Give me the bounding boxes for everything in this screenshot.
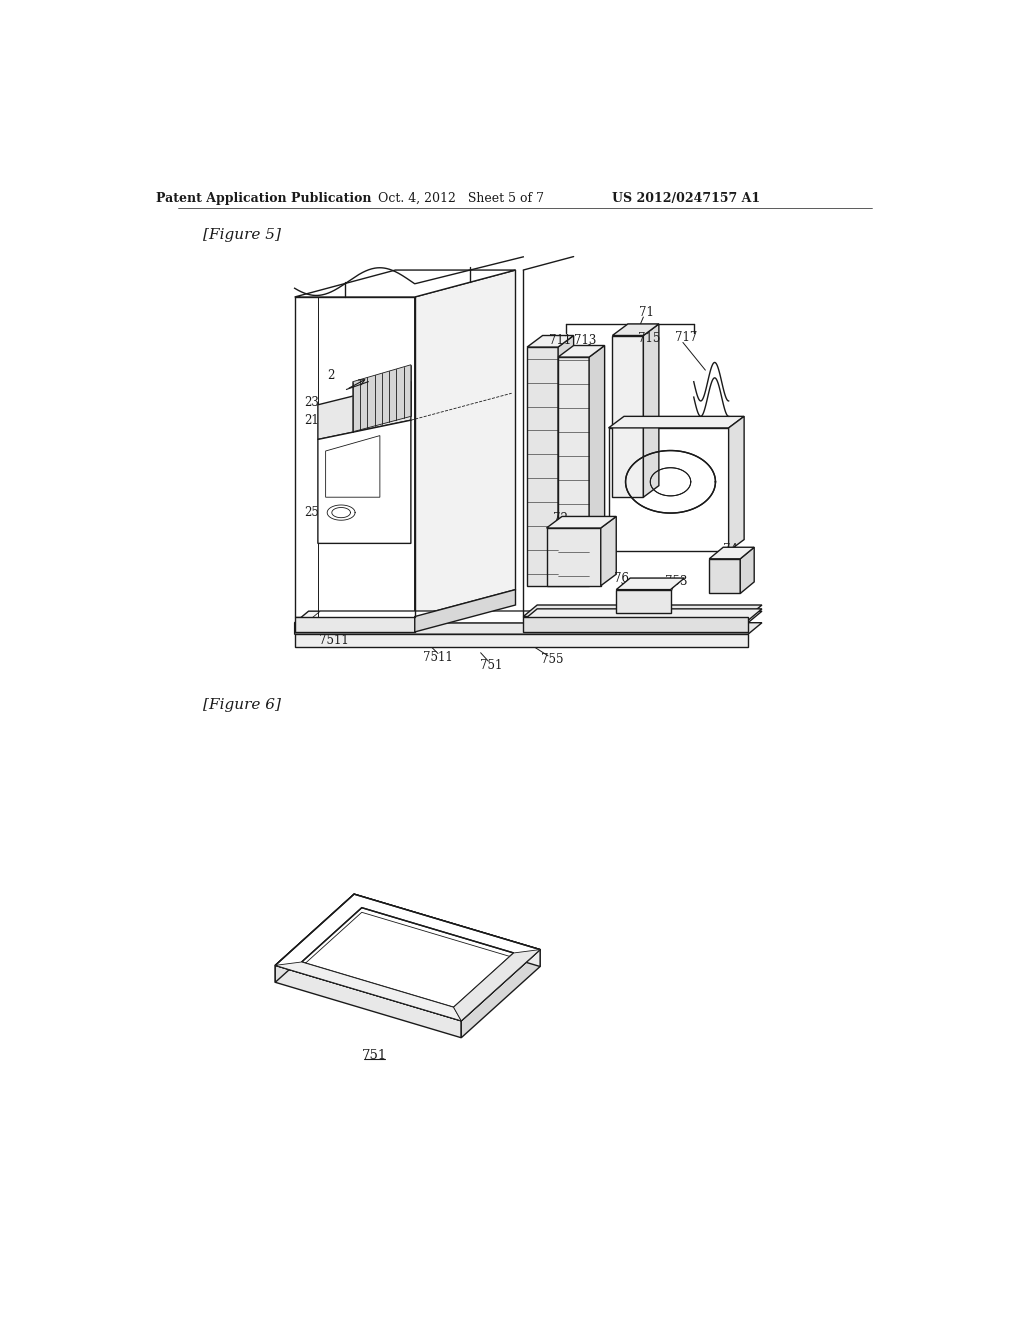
Text: 7511: 7511 — [364, 940, 393, 953]
Text: 751: 751 — [479, 659, 502, 672]
Polygon shape — [612, 323, 658, 335]
Polygon shape — [415, 271, 515, 616]
Text: 713: 713 — [574, 334, 596, 347]
Text: Oct. 4, 2012   Sheet 5 of 7: Oct. 4, 2012 Sheet 5 of 7 — [378, 191, 544, 205]
Polygon shape — [608, 416, 744, 428]
Polygon shape — [354, 894, 540, 966]
Text: [Figure 6]: [Figure 6] — [203, 698, 281, 711]
Polygon shape — [275, 894, 540, 1020]
Text: 2: 2 — [328, 370, 335, 381]
Polygon shape — [523, 609, 762, 620]
Polygon shape — [275, 965, 461, 1038]
Polygon shape — [729, 416, 744, 552]
Polygon shape — [523, 616, 748, 632]
Text: 25: 25 — [304, 506, 319, 519]
Text: 7513: 7513 — [470, 970, 500, 983]
Text: 23: 23 — [304, 396, 319, 409]
Polygon shape — [461, 949, 540, 1038]
Polygon shape — [317, 420, 411, 544]
Polygon shape — [415, 590, 515, 632]
Polygon shape — [558, 335, 573, 586]
Polygon shape — [589, 346, 604, 586]
Polygon shape — [302, 908, 514, 1007]
Polygon shape — [295, 623, 762, 635]
Polygon shape — [523, 605, 762, 616]
Polygon shape — [454, 949, 540, 1020]
Polygon shape — [547, 516, 616, 528]
Text: 7511: 7511 — [423, 651, 453, 664]
Polygon shape — [608, 428, 729, 552]
Polygon shape — [558, 358, 589, 586]
Text: 717: 717 — [675, 331, 697, 345]
Polygon shape — [275, 894, 354, 982]
Polygon shape — [295, 297, 415, 616]
Polygon shape — [295, 616, 415, 632]
Polygon shape — [558, 346, 604, 358]
Polygon shape — [527, 347, 558, 586]
Text: [Figure 5]: [Figure 5] — [203, 228, 281, 243]
Polygon shape — [643, 323, 658, 498]
Text: 7511: 7511 — [318, 634, 348, 647]
Polygon shape — [295, 271, 515, 297]
Polygon shape — [710, 558, 740, 594]
Polygon shape — [302, 962, 454, 1012]
Text: 71: 71 — [639, 306, 654, 319]
Polygon shape — [547, 528, 601, 586]
Polygon shape — [295, 611, 762, 623]
Text: 715: 715 — [638, 333, 660, 345]
Polygon shape — [740, 548, 755, 594]
Polygon shape — [326, 436, 380, 498]
Text: 72: 72 — [553, 512, 568, 525]
Polygon shape — [454, 953, 514, 1012]
Text: 74: 74 — [723, 543, 738, 556]
Text: 76: 76 — [614, 572, 629, 585]
Text: 753: 753 — [666, 574, 688, 587]
Text: Patent Application Publication: Patent Application Publication — [156, 191, 372, 205]
Polygon shape — [601, 516, 616, 586]
Polygon shape — [352, 364, 411, 432]
Text: 751: 751 — [361, 1049, 387, 1063]
Text: US 2012/0247157 A1: US 2012/0247157 A1 — [612, 191, 760, 205]
Polygon shape — [302, 912, 514, 1012]
Polygon shape — [616, 590, 671, 612]
Polygon shape — [306, 611, 751, 623]
Text: 711: 711 — [549, 334, 571, 347]
Polygon shape — [527, 335, 573, 347]
Text: 21: 21 — [304, 413, 319, 426]
Text: 755: 755 — [542, 653, 564, 667]
Polygon shape — [275, 894, 540, 1020]
Polygon shape — [275, 962, 461, 1020]
Polygon shape — [710, 548, 755, 558]
Polygon shape — [616, 578, 684, 590]
Polygon shape — [317, 381, 411, 440]
Polygon shape — [295, 635, 748, 647]
Polygon shape — [612, 335, 643, 498]
